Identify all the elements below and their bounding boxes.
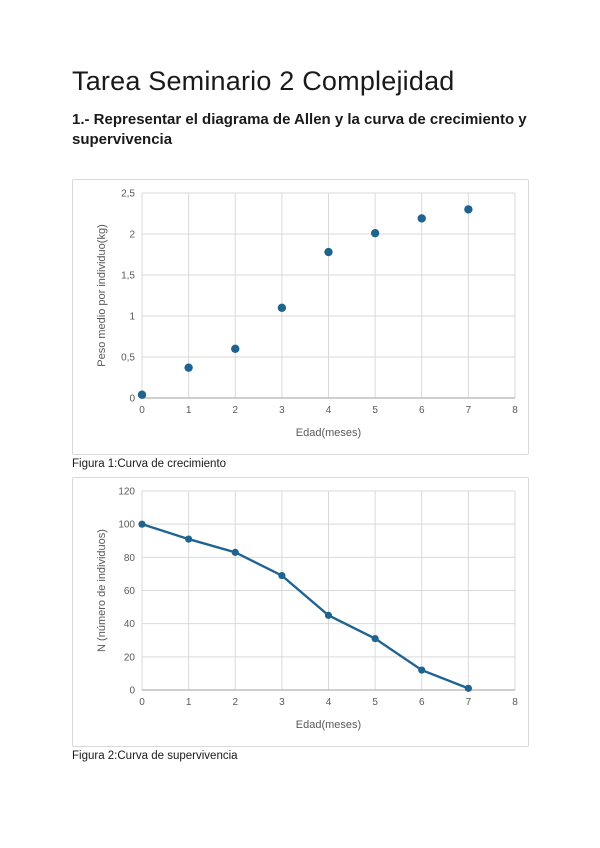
svg-text:3: 3 [279,405,285,416]
svg-text:1: 1 [186,697,192,708]
svg-text:6: 6 [419,405,425,416]
svg-text:5: 5 [372,405,378,416]
svg-text:60: 60 [124,586,136,597]
svg-text:2: 2 [129,230,135,241]
svg-text:4: 4 [326,405,332,416]
figure-growth: 0 1 2 3 4 5 6 7 8 0 0,5 1 1,5 2 2,5 Edad(meses) Peso med… [72,179,529,470]
svg-text:Edad(meses): Edad(meses) [296,719,361,731]
svg-text:5: 5 [372,697,378,708]
svg-text:0: 0 [129,394,135,405]
svg-text:2,5: 2,5 [121,189,135,200]
svg-text:20: 20 [124,652,136,663]
svg-text:1: 1 [186,405,192,416]
svg-text:Edad(meses): Edad(meses) [296,427,361,439]
svg-text:0: 0 [129,686,135,697]
svg-text:7: 7 [466,405,472,416]
svg-text:0: 0 [139,405,145,416]
growth-chart: 0 1 2 3 4 5 6 7 8 0 0,5 1 1,5 2 2,5 Edad(meses) Peso med… [96,189,518,440]
svg-text:8: 8 [512,697,518,708]
svg-text:80: 80 [124,553,136,564]
svg-text:8: 8 [512,405,518,416]
svg-text:120: 120 [118,487,135,498]
survival-chart-frame: 0 1 2 3 4 5 6 7 8 0 20 40 60 80 100 120 Edad(meses) N (nú… [72,477,529,747]
svg-text:7: 7 [466,697,472,708]
figure-survival: 0 1 2 3 4 5 6 7 8 0 20 40 60 80 100 120 Edad(meses) N (nú… [72,477,529,762]
svg-text:Peso medio por individuo(kg): Peso medio por individuo(kg) [96,224,108,366]
page-title: Tarea Seminario 2 Complejidad [72,66,455,96]
figure-2-caption: Figura 2:Curva de supervivencia [72,750,238,762]
svg-text:4: 4 [326,697,332,708]
section-heading: 1.- Representar el diagrama de Allen y l… [72,111,527,149]
svg-text:3: 3 [279,697,285,708]
svg-text:6: 6 [419,697,425,708]
svg-text:N (número de individuos): N (número de individuos) [96,529,108,652]
svg-text:0: 0 [139,697,145,708]
svg-text:1,5: 1,5 [121,271,135,282]
svg-text:100: 100 [118,520,135,531]
svg-text:2: 2 [232,405,238,416]
svg-text:1: 1 [129,312,135,323]
svg-text:40: 40 [124,619,136,630]
svg-text:0,5: 0,5 [121,353,135,364]
svg-text:2: 2 [232,697,238,708]
figure-1-caption: Figura 1:Curva de crecimiento [72,458,227,470]
growth-chart-frame: 0 1 2 3 4 5 6 7 8 0 0,5 1 1,5 2 2,5 Edad(meses) Peso med… [72,179,529,455]
